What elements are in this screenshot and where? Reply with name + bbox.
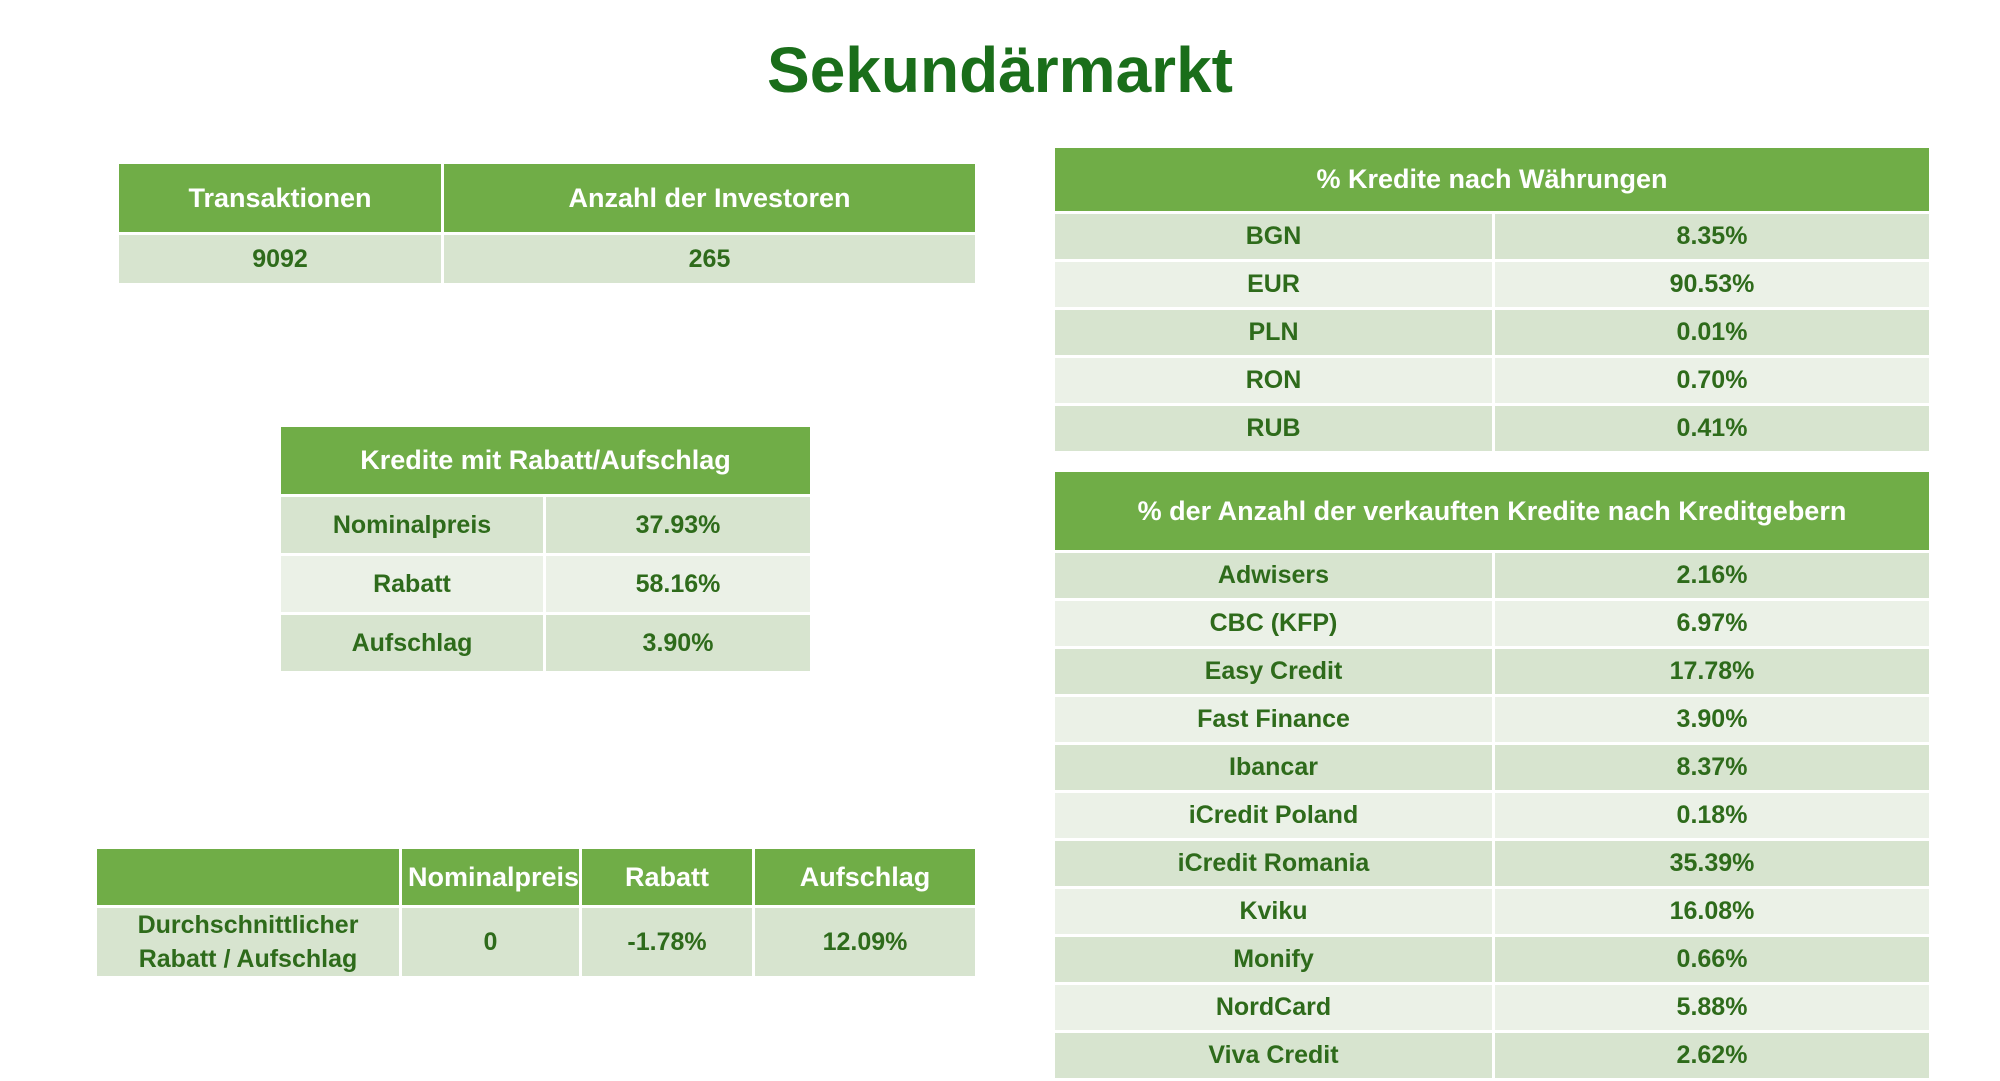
investors-value: 265: [444, 235, 975, 283]
average-header-nominal: Nominalpreis: [402, 849, 579, 905]
lender-label: Easy Credit: [1055, 649, 1492, 694]
discount-value: 3.90%: [546, 615, 810, 671]
discount-header: Kredite mit Rabatt/Aufschlag: [281, 427, 810, 494]
lender-value: 2.62%: [1495, 1033, 1929, 1078]
currency-label: RUB: [1055, 406, 1492, 451]
lender-value: 17.78%: [1495, 649, 1929, 694]
lender-label: CBC (KFP): [1055, 601, 1492, 646]
table-row: RON 0.70%: [1055, 358, 1929, 403]
lender-label: Ibancar: [1055, 745, 1492, 790]
discount-header-row: Kredite mit Rabatt/Aufschlag: [281, 427, 810, 494]
discount-table: Kredite mit Rabatt/Aufschlag Nominalprei…: [278, 424, 813, 674]
table-row: iCredit Poland 0.18%: [1055, 793, 1929, 838]
table-row: Rabatt 58.16%: [281, 556, 810, 612]
lender-label: iCredit Romania: [1055, 841, 1492, 886]
currency-value: 0.70%: [1495, 358, 1929, 403]
lender-header-row: % der Anzahl der verkauften Kredite nach…: [1055, 472, 1929, 550]
lender-label: Adwisers: [1055, 553, 1492, 598]
discount-value: 37.93%: [546, 497, 810, 553]
average-premium-value: 12.09%: [755, 908, 975, 976]
average-discount-value: -1.78%: [582, 908, 752, 976]
table-row: Viva Credit 2.62%: [1055, 1033, 1929, 1078]
lender-label: Kviku: [1055, 889, 1492, 934]
lender-label: Monify: [1055, 937, 1492, 982]
average-header-empty: [97, 849, 399, 905]
average-value-row: Durchschnittlicher Rabatt / Aufschlag 0 …: [97, 908, 975, 976]
summary-value-row: 9092 265: [119, 235, 975, 283]
lender-value: 5.88%: [1495, 985, 1929, 1030]
average-header-premium: Aufschlag: [755, 849, 975, 905]
table-row: Ibancar 8.37%: [1055, 745, 1929, 790]
average-row-label-line1: Durchschnittlicher: [137, 911, 359, 939]
table-row: NordCard 5.88%: [1055, 985, 1929, 1030]
table-row: Nominalpreis 37.93%: [281, 497, 810, 553]
table-row: RUB 0.41%: [1055, 406, 1929, 451]
table-row: CBC (KFP) 6.97%: [1055, 601, 1929, 646]
average-row-label-line2: Rabatt / Aufschlag: [138, 945, 358, 973]
lender-label: Fast Finance: [1055, 697, 1492, 742]
average-nominal-value: 0: [402, 908, 579, 976]
lender-value: 0.66%: [1495, 937, 1929, 982]
table-row: Easy Credit 17.78%: [1055, 649, 1929, 694]
average-header-row: Nominalpreis Rabatt Aufschlag: [97, 849, 975, 905]
page-title: Sekundärmarkt: [767, 34, 1233, 106]
table-row: PLN 0.01%: [1055, 310, 1929, 355]
discount-label: Nominalpreis: [281, 497, 543, 553]
lender-table: % der Anzahl der verkauften Kredite nach…: [1052, 469, 1932, 1081]
table-row: iCredit Romania 35.39%: [1055, 841, 1929, 886]
currency-label: BGN: [1055, 214, 1492, 259]
currency-table: % Kredite nach Währungen BGN 8.35% EUR 9…: [1052, 145, 1932, 454]
lender-label: Viva Credit: [1055, 1033, 1492, 1078]
table-row: Monify 0.66%: [1055, 937, 1929, 982]
lender-label: NordCard: [1055, 985, 1492, 1030]
lender-label: iCredit Poland: [1055, 793, 1492, 838]
transactions-value: 9092: [119, 235, 441, 283]
discount-value: 58.16%: [546, 556, 810, 612]
table-row: Fast Finance 3.90%: [1055, 697, 1929, 742]
summary-table: Transaktionen Anzahl der Investoren 9092…: [116, 161, 978, 286]
currency-value: 0.01%: [1495, 310, 1929, 355]
discount-label: Aufschlag: [281, 615, 543, 671]
average-table: Nominalpreis Rabatt Aufschlag Durchschni…: [94, 846, 978, 979]
currency-header-row: % Kredite nach Währungen: [1055, 148, 1929, 211]
table-row: Adwisers 2.16%: [1055, 553, 1929, 598]
currency-label: RON: [1055, 358, 1492, 403]
lender-value: 6.97%: [1495, 601, 1929, 646]
discount-label: Rabatt: [281, 556, 543, 612]
lender-value: 0.18%: [1495, 793, 1929, 838]
table-row: Kviku 16.08%: [1055, 889, 1929, 934]
currency-value: 90.53%: [1495, 262, 1929, 307]
summary-header-row: Transaktionen Anzahl der Investoren: [119, 164, 975, 232]
transactions-header: Transaktionen: [119, 164, 441, 232]
average-header-discount: Rabatt: [582, 849, 752, 905]
table-row: Aufschlag 3.90%: [281, 615, 810, 671]
average-row-label: Durchschnittlicher Rabatt / Aufschlag: [97, 908, 399, 976]
lender-value: 16.08%: [1495, 889, 1929, 934]
currency-label: PLN: [1055, 310, 1492, 355]
table-row: EUR 90.53%: [1055, 262, 1929, 307]
lender-value: 2.16%: [1495, 553, 1929, 598]
currency-header: % Kredite nach Währungen: [1055, 148, 1929, 211]
table-row: BGN 8.35%: [1055, 214, 1929, 259]
currency-label: EUR: [1055, 262, 1492, 307]
currency-value: 8.35%: [1495, 214, 1929, 259]
currency-value: 0.41%: [1495, 406, 1929, 451]
lender-value: 3.90%: [1495, 697, 1929, 742]
lender-header: % der Anzahl der verkauften Kredite nach…: [1055, 472, 1929, 550]
lender-value: 35.39%: [1495, 841, 1929, 886]
lender-value: 8.37%: [1495, 745, 1929, 790]
investors-header: Anzahl der Investoren: [444, 164, 975, 232]
